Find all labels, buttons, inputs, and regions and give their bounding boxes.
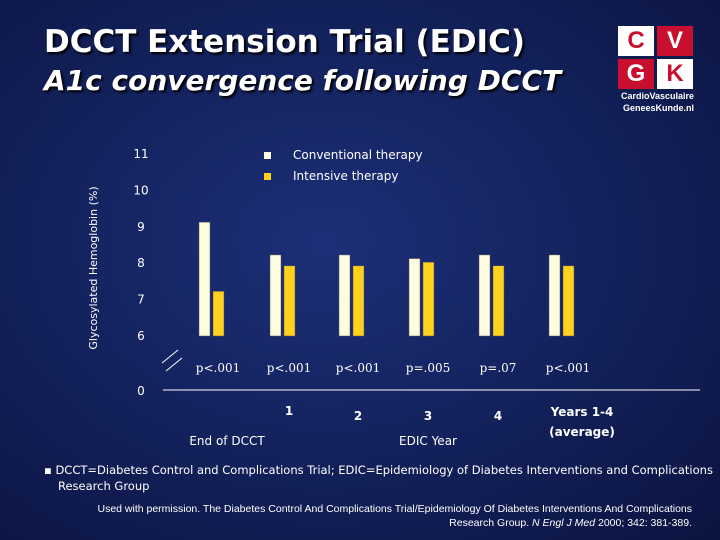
legend-swatch bbox=[264, 173, 271, 180]
citation: Used with permission. The Diabetes Contr… bbox=[60, 502, 692, 530]
y-axis-label: Glycosylated Hemoglobin (%) bbox=[87, 186, 100, 349]
x-tick-label: 2 bbox=[354, 409, 362, 423]
group-label-edic-year: EDIC Year bbox=[399, 434, 457, 448]
legend-swatch bbox=[264, 152, 271, 159]
y-tick-label: 11 bbox=[133, 147, 148, 161]
p-value-label: p<.001 bbox=[196, 361, 240, 375]
citation-prefix: Used with permission. The Diabetes Contr… bbox=[97, 503, 692, 529]
x-tick-label: 3 bbox=[424, 409, 432, 423]
x-tick-label: (average) bbox=[549, 425, 615, 439]
y-tick-label: 7 bbox=[137, 293, 145, 307]
p-value-label: p=.07 bbox=[480, 361, 517, 375]
footnote: ▪ DCCT=Diabetes Control and Complication… bbox=[44, 463, 713, 493]
cvgk-logo: C V G K CardioVasculaire GeneesKunde.nl bbox=[618, 26, 694, 113]
p-value-label: p=.005 bbox=[406, 361, 450, 375]
x-tick-label: 4 bbox=[494, 409, 502, 423]
axis-break-mark bbox=[165, 357, 183, 372]
bar-conventional bbox=[478, 254, 491, 337]
footnote-text: DCCT=Diabetes Control and Complications … bbox=[55, 463, 713, 493]
bar-conventional bbox=[338, 254, 351, 337]
p-value-label: p<.001 bbox=[336, 361, 380, 375]
bar-conventional bbox=[408, 258, 421, 337]
citation-suffix: 2000; 342: 381-389. bbox=[595, 517, 692, 529]
x-tick-label: 1 bbox=[285, 404, 293, 418]
bar-intensive bbox=[212, 291, 225, 337]
group-label-end-of-dcct: End of DCCT bbox=[189, 434, 265, 448]
y-tick-label: 6 bbox=[137, 329, 145, 343]
bar-intensive bbox=[422, 261, 435, 337]
bar-intensive bbox=[562, 265, 575, 337]
logo-letter-v: V bbox=[657, 26, 693, 56]
logo-letter-c: C bbox=[618, 26, 654, 56]
x-tick-label: Years 1-4 bbox=[550, 405, 614, 419]
citation-journal: N Engl J Med bbox=[532, 517, 596, 529]
axis-break-mark bbox=[161, 349, 179, 364]
bar-intensive bbox=[283, 265, 296, 337]
page-title: DCCT Extension Trial (EDIC) bbox=[44, 24, 526, 60]
bar-conventional bbox=[198, 221, 211, 337]
legend-label: Conventional therapy bbox=[293, 148, 423, 162]
p-value-label: p<.001 bbox=[267, 361, 311, 375]
logo-text-line2: GeneesKunde.nl bbox=[622, 103, 694, 113]
p-value-label: p<.001 bbox=[546, 361, 590, 375]
bar-intensive bbox=[352, 265, 365, 337]
y-tick-label: 0 bbox=[137, 384, 145, 398]
logo-text-line1: CardioVasculaire bbox=[620, 91, 694, 101]
logo-letter-g: G bbox=[618, 59, 654, 89]
page-subtitle: A1c convergence following DCCT bbox=[44, 64, 562, 97]
bar-intensive bbox=[492, 265, 505, 337]
logo-letter-k: K bbox=[657, 59, 693, 89]
bar-conventional bbox=[548, 254, 561, 337]
legend-label: Intensive therapy bbox=[293, 169, 398, 183]
bar-conventional bbox=[269, 254, 282, 337]
y-tick-label: 10 bbox=[133, 183, 148, 197]
y-tick-label: 8 bbox=[137, 256, 145, 270]
y-tick-label: 9 bbox=[137, 220, 145, 234]
